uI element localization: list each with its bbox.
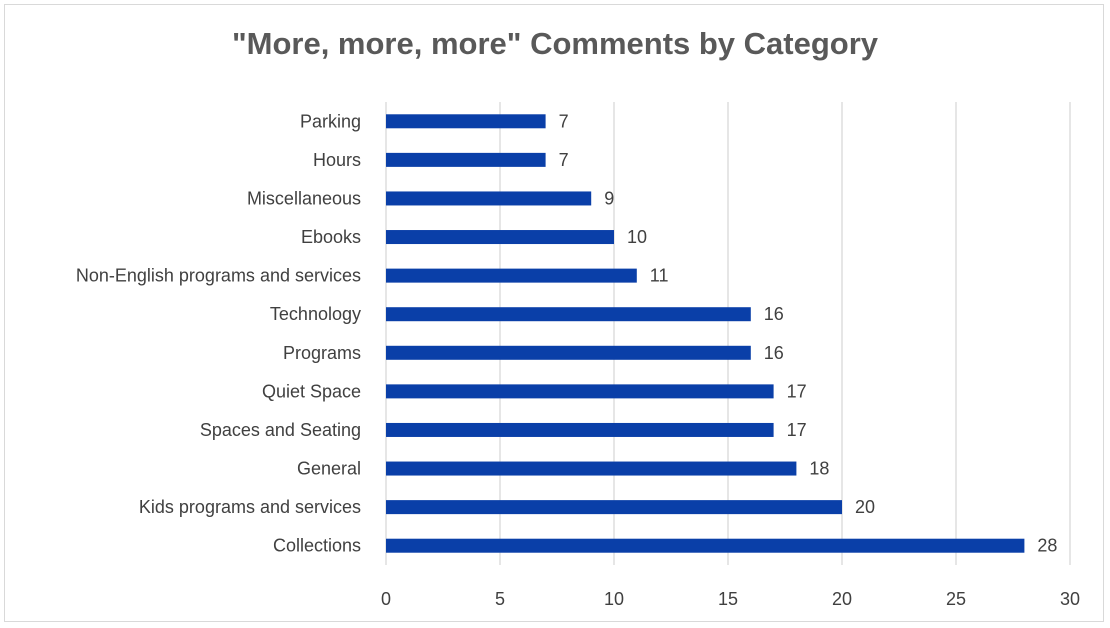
bar bbox=[386, 191, 592, 206]
category-label: Programs bbox=[283, 343, 361, 363]
bar bbox=[386, 268, 637, 283]
bar bbox=[386, 538, 1025, 553]
bar bbox=[386, 114, 546, 129]
bars bbox=[386, 114, 1025, 553]
x-tick-label: 30 bbox=[1060, 589, 1080, 609]
data-label: 20 bbox=[855, 497, 875, 517]
bar bbox=[386, 461, 797, 476]
data-label: 10 bbox=[627, 227, 647, 247]
data-label: 16 bbox=[764, 304, 784, 324]
category-labels: Parking Hours Miscellaneous Ebooks Non-Engli… bbox=[76, 111, 361, 555]
bar bbox=[386, 345, 751, 360]
category-label: Miscellaneous bbox=[247, 188, 361, 208]
category-label: Parking bbox=[300, 111, 361, 131]
bar bbox=[386, 384, 774, 399]
data-label: 11 bbox=[650, 266, 669, 286]
data-label: 9 bbox=[604, 188, 614, 208]
bar bbox=[386, 500, 842, 515]
data-label: 17 bbox=[787, 381, 807, 401]
gridlines bbox=[385, 102, 1071, 565]
data-label: 17 bbox=[787, 420, 807, 440]
x-tick-label: 5 bbox=[495, 589, 505, 609]
category-label: Kids programs and services bbox=[139, 497, 361, 517]
x-tick-label: 0 bbox=[381, 589, 391, 609]
category-label: General bbox=[297, 459, 361, 479]
category-label: Hours bbox=[313, 150, 361, 170]
x-tick-label: 25 bbox=[946, 589, 966, 609]
data-label: 16 bbox=[764, 343, 784, 363]
category-label: Spaces and Seating bbox=[200, 420, 361, 440]
category-label: Technology bbox=[270, 304, 361, 324]
category-label: Non-English programs and services bbox=[76, 266, 361, 286]
bar bbox=[386, 230, 614, 245]
category-label: Quiet Space bbox=[262, 381, 361, 401]
bar bbox=[386, 422, 774, 437]
bar bbox=[386, 307, 751, 322]
x-tick-label: 10 bbox=[604, 589, 624, 609]
data-label: 7 bbox=[559, 111, 569, 131]
data-label: 28 bbox=[1037, 536, 1057, 556]
category-label: Ebooks bbox=[301, 227, 361, 247]
x-tick-label: 20 bbox=[832, 589, 852, 609]
bar bbox=[386, 152, 546, 167]
x-tick-label: 15 bbox=[718, 589, 738, 609]
data-label: 7 bbox=[559, 150, 569, 170]
chart-title: "More, more, more" Comments by Category bbox=[231, 26, 879, 61]
category-label: Collections bbox=[273, 536, 361, 556]
x-axis-tick-labels: 0 5 10 15 20 25 30 bbox=[381, 589, 1080, 609]
data-label: 18 bbox=[809, 459, 829, 479]
